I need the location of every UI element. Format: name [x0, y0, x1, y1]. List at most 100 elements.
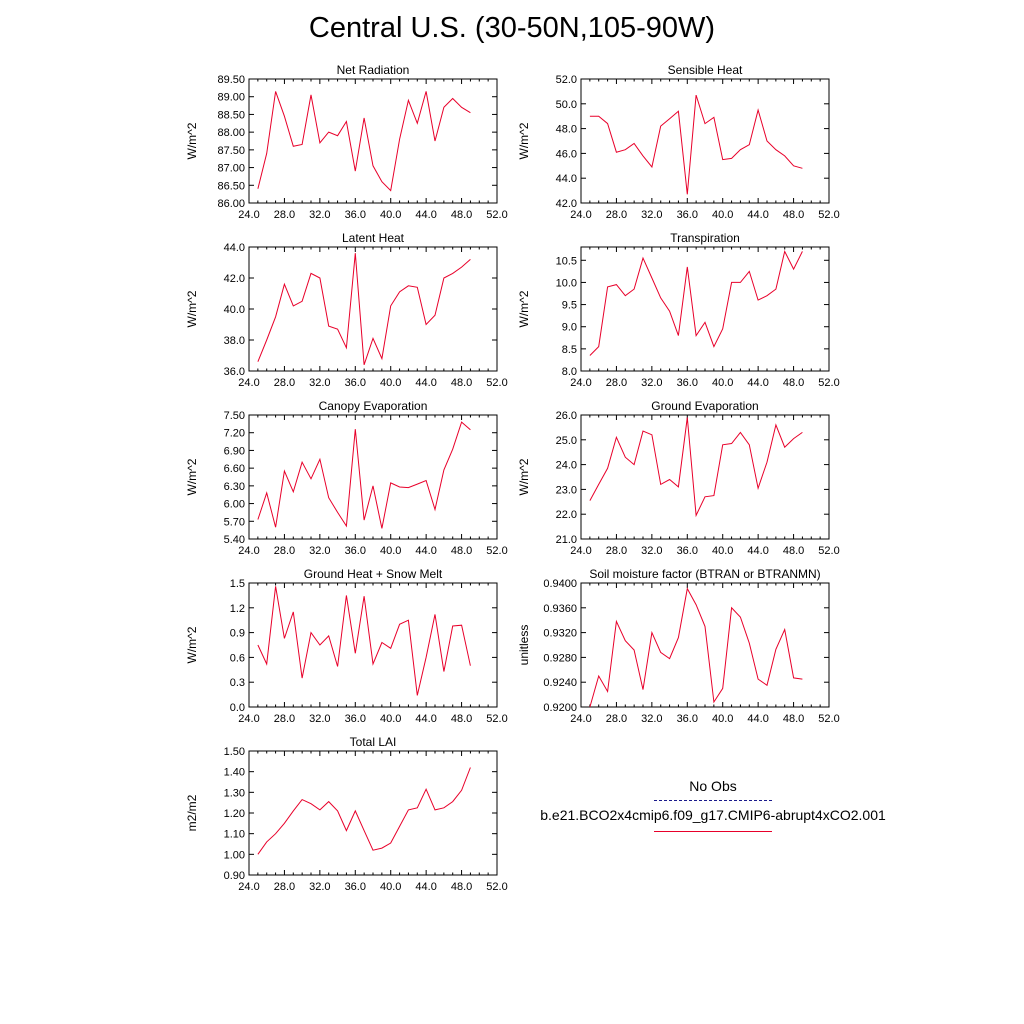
y-tick-label: 26.0: [556, 410, 577, 422]
y-tick-label: 1.40: [224, 767, 245, 779]
x-tick-label: 24.0: [570, 713, 591, 725]
y-tick-label: 24.0: [556, 460, 577, 472]
y-tick-label: 0.90: [224, 870, 245, 882]
x-tick-label: 24.0: [570, 377, 591, 389]
plot-frame: [580, 414, 830, 540]
y-tick-label: 44.0: [224, 242, 245, 254]
x-tick-label: 40.0: [380, 713, 401, 725]
y-tick-label: 0.9360: [543, 603, 577, 615]
x-tick-label: 44.0: [415, 713, 436, 725]
y-tick-label: 9.5: [562, 300, 577, 312]
y-tick-label: 6.60: [224, 463, 245, 475]
x-tick-label: 36.0: [677, 713, 698, 725]
x-tick-label: 24.0: [238, 545, 259, 557]
plot-frame: [248, 750, 498, 876]
y-tick-label: 7.50: [224, 410, 245, 422]
plot-frame: [580, 582, 830, 708]
x-tick-label: 48.0: [451, 377, 472, 389]
y-tick-label: 21.0: [556, 534, 577, 546]
series-line: [257, 767, 471, 855]
x-tick-label: 52.0: [486, 209, 507, 221]
y-tick-label: 42.0: [224, 273, 245, 285]
plot-frame: [248, 246, 498, 372]
x-tick-label: 52.0: [818, 713, 839, 725]
x-tick-label: 32.0: [641, 377, 662, 389]
panel-title: Ground Evaporation: [651, 399, 758, 413]
x-tick-label: 40.0: [380, 881, 401, 893]
plot-frame: [248, 78, 498, 204]
y-tick-label: 7.20: [224, 428, 245, 440]
x-tick-label: 44.0: [415, 881, 436, 893]
plot-frame: [580, 78, 830, 204]
y-tick-label: 52.0: [556, 74, 577, 86]
x-tick-label: 52.0: [818, 545, 839, 557]
y-axis-label: m2/m2: [185, 794, 199, 831]
series-line: [257, 91, 471, 192]
x-tick-label: 40.0: [712, 713, 733, 725]
y-tick-label: 25.0: [556, 435, 577, 447]
series-line: [257, 253, 471, 365]
x-tick-label: 28.0: [606, 209, 627, 221]
x-tick-label: 44.0: [415, 209, 436, 221]
y-axis-label: W/m^2: [185, 626, 199, 663]
y-tick-label: 10.0: [556, 277, 577, 289]
x-tick-label: 36.0: [677, 209, 698, 221]
y-tick-label: 5.70: [224, 516, 245, 528]
x-tick-label: 24.0: [570, 209, 591, 221]
x-tick-label: 28.0: [606, 545, 627, 557]
legend-obs-line: [654, 800, 772, 801]
x-tick-label: 24.0: [570, 545, 591, 557]
x-tick-label: 44.0: [415, 377, 436, 389]
x-tick-label: 40.0: [380, 209, 401, 221]
y-axis-label: W/m^2: [185, 122, 199, 159]
panel-4: Transpiration W/m^2 24.0 28.0 32.0 36.0 40.0 44…: [517, 231, 840, 389]
y-tick-label: 86.50: [217, 180, 245, 192]
y-tick-label: 8.0: [562, 366, 577, 378]
x-tick-label: 52.0: [818, 209, 839, 221]
x-tick-label: 28.0: [606, 713, 627, 725]
y-tick-label: 0.9240: [543, 677, 577, 689]
y-tick-label: 87.50: [217, 145, 245, 157]
y-tick-label: 5.40: [224, 534, 245, 546]
y-tick-label: 89.50: [217, 74, 245, 86]
legend-obs-label: No Obs: [689, 778, 737, 794]
y-tick-label: 44.0: [556, 173, 577, 185]
x-tick-label: 40.0: [712, 209, 733, 221]
x-tick-label: 24.0: [238, 881, 259, 893]
y-tick-label: 0.9280: [543, 652, 577, 664]
panel-title: Latent Heat: [342, 231, 405, 245]
y-tick-label: 9.0: [562, 322, 577, 334]
y-tick-label: 1.30: [224, 787, 245, 799]
x-tick-label: 28.0: [606, 377, 627, 389]
y-tick-label: 48.0: [556, 124, 577, 136]
x-tick-label: 36.0: [345, 377, 366, 389]
series-line: [257, 421, 471, 529]
x-tick-label: 48.0: [783, 209, 804, 221]
series-line: [589, 417, 803, 518]
legend-case-label: b.e21.BCO2x4cmip6.f09_g17.CMIP6-abrupt4x…: [540, 807, 886, 823]
legend: No Obs b.e21.BCO2x4cmip6.f09_g17.CMIP6-a…: [530, 778, 896, 832]
y-tick-label: 87.00: [217, 163, 245, 175]
x-tick-label: 24.0: [238, 209, 259, 221]
x-tick-label: 32.0: [309, 881, 330, 893]
x-tick-label: 48.0: [783, 377, 804, 389]
x-tick-label: 52.0: [486, 713, 507, 725]
y-tick-label: 1.20: [224, 808, 245, 820]
panel-8: Soil moisture factor (BTRAN or BTRANMN) u…: [517, 567, 840, 725]
x-tick-label: 28.0: [274, 209, 295, 221]
panel-title: Net Radiation: [337, 63, 410, 77]
x-tick-label: 44.0: [747, 545, 768, 557]
y-tick-label: 6.00: [224, 499, 245, 511]
y-axis-label: W/m^2: [185, 290, 199, 327]
panel-6: Ground Evaporation W/m^2 24.0 28.0 32.0 36.0 4…: [517, 399, 840, 557]
x-tick-label: 44.0: [747, 377, 768, 389]
y-tick-label: 0.6: [230, 652, 245, 664]
x-tick-label: 28.0: [274, 545, 295, 557]
panel-title: Soil moisture factor (BTRAN or BTRANMN): [589, 567, 820, 581]
series-line: [589, 249, 803, 356]
plot-frame: [248, 414, 498, 540]
x-tick-label: 32.0: [309, 377, 330, 389]
y-tick-label: 89.00: [217, 92, 245, 104]
x-tick-label: 32.0: [641, 545, 662, 557]
